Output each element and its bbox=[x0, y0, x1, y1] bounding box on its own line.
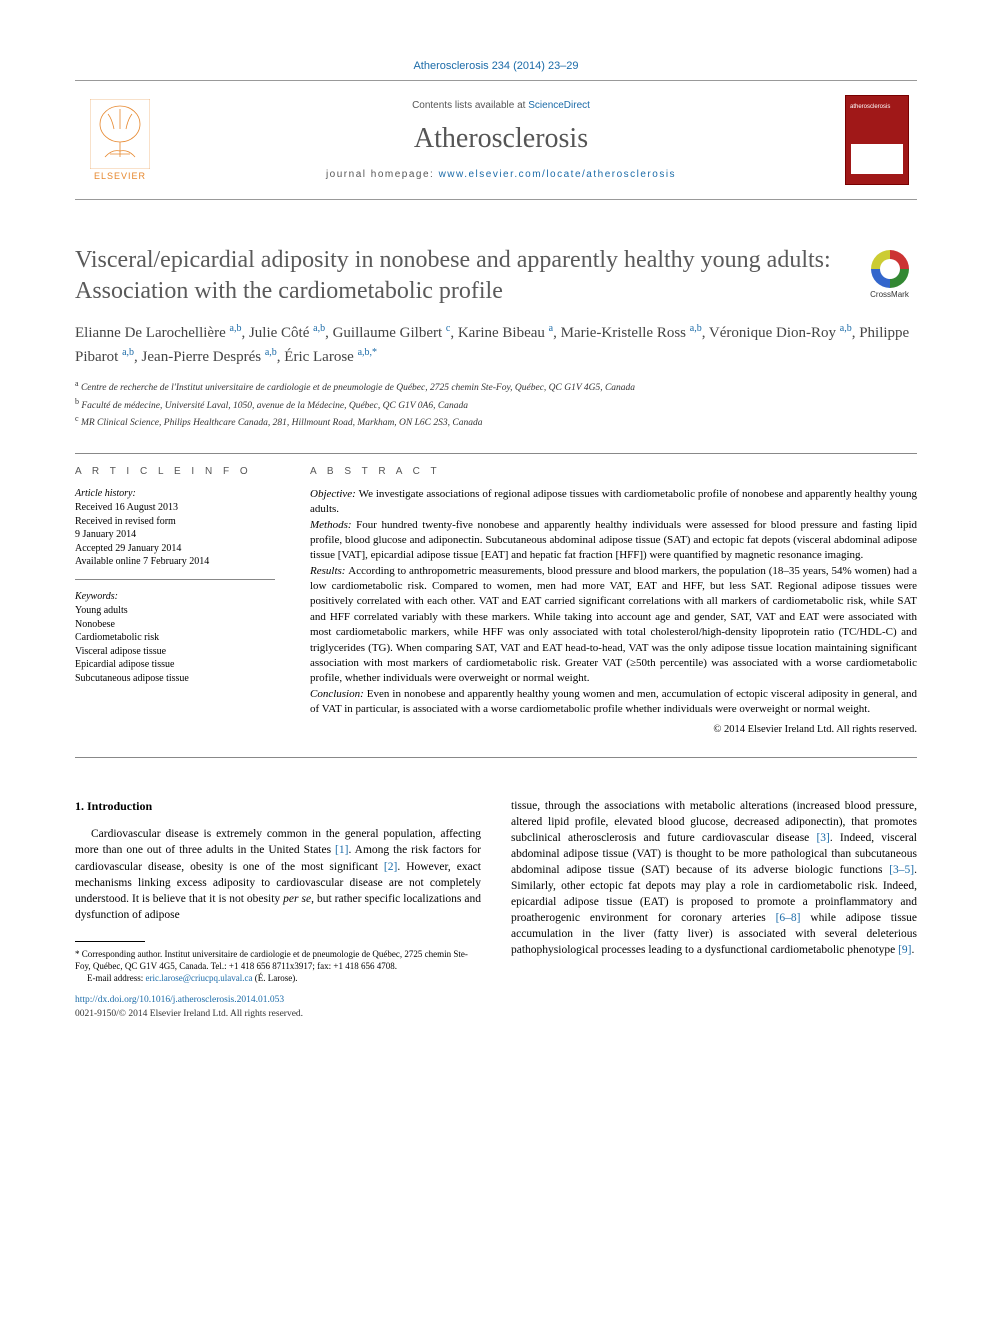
crossmark-label: CrossMark bbox=[862, 290, 917, 299]
contents-line: Contents lists available at ScienceDirec… bbox=[412, 100, 590, 111]
header-center: Contents lists available at ScienceDirec… bbox=[165, 81, 837, 199]
article-info: A R T I C L E I N F O Article history: R… bbox=[75, 466, 275, 735]
history-line: Accepted 29 January 2014 bbox=[75, 542, 275, 556]
ref-link[interactable]: [9] bbox=[898, 944, 911, 956]
body-columns: 1. Introduction Cardiovascular disease i… bbox=[75, 798, 917, 1021]
keywords-label: Keywords: bbox=[75, 590, 275, 604]
intro-heading: 1. Introduction bbox=[75, 798, 481, 815]
abstract-segment-label: Conclusion: bbox=[310, 688, 367, 700]
elsevier-logo: ELSEVIER bbox=[75, 81, 165, 199]
ref-link[interactable]: [2] bbox=[384, 861, 397, 873]
history-block: Article history: Received 16 August 2013… bbox=[75, 487, 275, 580]
history-line: Received 16 August 2013 bbox=[75, 501, 275, 515]
keyword-item: Young adults bbox=[75, 604, 275, 618]
abstract-head: A B S T R A C T bbox=[310, 466, 917, 477]
elsevier-label: ELSEVIER bbox=[94, 171, 146, 181]
article-info-head: A R T I C L E I N F O bbox=[75, 466, 275, 477]
intro-para-1: Cardiovascular disease is extremely comm… bbox=[75, 826, 481, 923]
info-abstract-row: A R T I C L E I N F O Article history: R… bbox=[75, 466, 917, 735]
abstract-segment-text: Even in nonobese and apparently healthy … bbox=[310, 688, 917, 715]
abstract-segment-text: According to anthropometric measurements… bbox=[310, 565, 917, 685]
authors-list: Elianne De Larochellière a,b, Julie Côté… bbox=[75, 321, 917, 368]
email-link[interactable]: eric.larose@criucpq.ulaval.ca bbox=[145, 973, 252, 983]
journal-cover bbox=[837, 81, 917, 199]
keyword-item: Visceral adipose tissue bbox=[75, 645, 275, 659]
article-title: Visceral/epicardial adiposity in nonobes… bbox=[75, 245, 917, 307]
abstract-segment-label: Methods: bbox=[310, 519, 356, 531]
journal-header: ELSEVIER Contents lists available at Sci… bbox=[75, 80, 917, 200]
email-label: E-mail address: bbox=[87, 973, 145, 983]
affiliation-item: a Centre de recherche de l'Institut univ… bbox=[75, 378, 917, 395]
keyword-item: Cardiometabolic risk bbox=[75, 631, 275, 645]
abstract-copyright: © 2014 Elsevier Ireland Ltd. All rights … bbox=[310, 724, 917, 735]
keyword-item: Epicardial adipose tissue bbox=[75, 658, 275, 672]
ref-link[interactable]: [3–5] bbox=[889, 864, 914, 876]
doi-line: http://dx.doi.org/10.1016/j.atherosclero… bbox=[75, 994, 481, 1007]
contents-prefix: Contents lists available at bbox=[412, 100, 528, 111]
abstract-segment-label: Results: bbox=[310, 565, 348, 577]
email-author: (É. Larose). bbox=[252, 973, 297, 983]
elsevier-tree-icon bbox=[90, 99, 150, 169]
crossmark-icon bbox=[871, 250, 909, 288]
history-label: Article history: bbox=[75, 487, 275, 501]
footnote-divider bbox=[75, 941, 145, 942]
issn-line: 0021-9150/© 2014 Elsevier Ireland Ltd. A… bbox=[75, 1008, 481, 1021]
doi-link[interactable]: http://dx.doi.org/10.1016/j.atherosclero… bbox=[75, 995, 284, 1005]
email-footnote: E-mail address: eric.larose@criucpq.ulav… bbox=[75, 972, 481, 984]
ref-link[interactable]: [3] bbox=[816, 832, 829, 844]
intro-para-2: tissue, through the associations with me… bbox=[511, 798, 917, 959]
citation-line: Atherosclerosis 234 (2014) 23–29 bbox=[75, 60, 917, 72]
ref-link[interactable]: [1] bbox=[335, 844, 348, 856]
crossmark-badge[interactable]: CrossMark bbox=[862, 250, 917, 299]
keyword-item: Nonobese bbox=[75, 618, 275, 632]
page: Atherosclerosis 234 (2014) 23–29 ELSEVIE… bbox=[0, 0, 992, 1061]
homepage-prefix: journal homepage: bbox=[326, 169, 439, 180]
abstract-segment-text: Four hundred twenty-five nonobese and ap… bbox=[310, 519, 917, 562]
corresponding-author-footnote: * Corresponding author. Institut univers… bbox=[75, 948, 481, 972]
journal-name: Atherosclerosis bbox=[414, 123, 588, 155]
abstract: A B S T R A C T Objective: We investigat… bbox=[310, 466, 917, 735]
abstract-text: Objective: We investigate associations o… bbox=[310, 487, 917, 718]
journal-cover-image bbox=[845, 95, 909, 185]
affiliations: a Centre de recherche de l'Institut univ… bbox=[75, 378, 917, 430]
affiliation-item: c MR Clinical Science, Philips Healthcar… bbox=[75, 413, 917, 430]
history-line: 9 January 2014 bbox=[75, 528, 275, 542]
history-line: Received in revised form bbox=[75, 515, 275, 529]
divider bbox=[75, 453, 917, 454]
ref-link[interactable]: [6–8] bbox=[776, 912, 801, 924]
sciencedirect-link[interactable]: ScienceDirect bbox=[528, 100, 590, 111]
homepage-line: journal homepage: www.elsevier.com/locat… bbox=[326, 169, 676, 180]
title-block: Visceral/epicardial adiposity in nonobes… bbox=[75, 245, 917, 307]
divider-2 bbox=[75, 757, 917, 758]
column-left: 1. Introduction Cardiovascular disease i… bbox=[75, 798, 481, 1021]
abstract-segment-label: Objective: bbox=[310, 488, 359, 500]
column-right: tissue, through the associations with me… bbox=[511, 798, 917, 1021]
affiliation-item: b Faculté de médecine, Université Laval,… bbox=[75, 396, 917, 413]
keyword-item: Subcutaneous adipose tissue bbox=[75, 672, 275, 686]
keywords-block: Keywords: Young adultsNonobeseCardiometa… bbox=[75, 590, 275, 686]
abstract-segment-text: We investigate associations of regional … bbox=[310, 488, 917, 515]
homepage-link[interactable]: www.elsevier.com/locate/atherosclerosis bbox=[439, 169, 676, 180]
history-line: Available online 7 February 2014 bbox=[75, 555, 275, 569]
